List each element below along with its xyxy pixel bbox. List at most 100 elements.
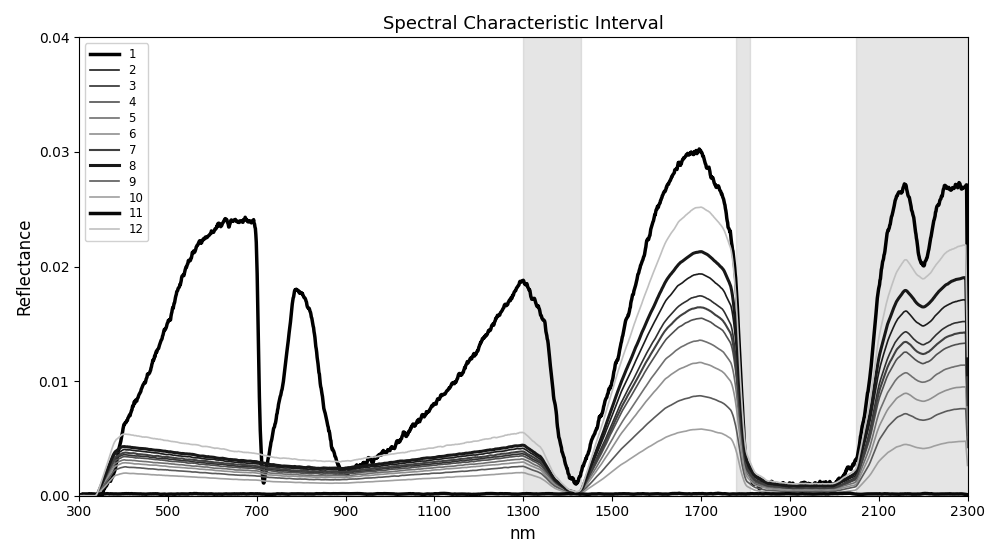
8: [121, 444, 133, 450]
2: [73, 492, 85, 499]
1: [962, 305, 974, 312]
8: [73, 492, 85, 499]
8: [93, 487, 105, 494]
Line: 6: 6: [79, 363, 968, 496]
3: [962, 396, 974, 402]
11: [607, 491, 619, 498]
4: [121, 454, 133, 460]
9: [93, 488, 105, 495]
4: [403, 465, 415, 472]
5: [694, 337, 706, 344]
7: [121, 449, 133, 456]
5: [73, 492, 85, 499]
9: [962, 444, 974, 451]
6: [607, 443, 619, 450]
5: [153, 459, 165, 466]
9: [607, 455, 619, 461]
6: [93, 489, 105, 496]
6: [962, 432, 974, 439]
10: [404, 476, 416, 483]
Bar: [736, 37, 750, 496]
7: [73, 492, 85, 499]
6: [695, 359, 707, 366]
9: [404, 472, 416, 478]
6: [403, 469, 415, 475]
3: [404, 463, 416, 469]
3: [694, 292, 706, 299]
5: [93, 488, 105, 494]
1: [73, 492, 85, 499]
6: [73, 492, 85, 499]
7: [403, 461, 415, 468]
12: [607, 385, 619, 392]
4: [607, 426, 619, 433]
9: [153, 466, 165, 473]
2: [93, 487, 105, 493]
7: [607, 422, 619, 429]
5: [962, 420, 974, 426]
9: [121, 464, 133, 470]
10: [73, 492, 85, 499]
1: [805, 481, 817, 488]
4: [73, 492, 85, 499]
12: [93, 485, 105, 492]
9: [79, 492, 91, 499]
2: [121, 446, 133, 453]
1: [404, 428, 416, 435]
10: [805, 489, 817, 496]
Bar: [523, 37, 581, 496]
1: [693, 146, 705, 152]
11: [962, 492, 974, 498]
7: [93, 488, 105, 494]
8: [152, 447, 164, 454]
4: [152, 456, 164, 463]
Title: Spectral Characteristic Interval: Spectral Characteristic Interval: [383, 15, 664, 33]
2: [607, 410, 619, 417]
11: [121, 490, 133, 497]
Line: 10: 10: [79, 429, 968, 496]
8: [607, 402, 619, 408]
12: [962, 353, 974, 360]
5: [607, 434, 619, 440]
11: [842, 490, 854, 497]
11: [804, 490, 816, 497]
Line: 8: 8: [79, 252, 968, 496]
1: [121, 417, 133, 424]
1: [153, 345, 165, 352]
10: [153, 472, 165, 478]
9: [694, 392, 706, 399]
7: [962, 402, 974, 408]
2: [962, 383, 974, 390]
3: [153, 455, 165, 461]
12: [73, 492, 85, 499]
3: [607, 417, 619, 424]
12: [805, 480, 817, 487]
3: [121, 452, 133, 459]
8: [962, 372, 974, 378]
Line: 4: 4: [79, 318, 968, 496]
12: [403, 448, 415, 455]
4: [695, 315, 707, 321]
9: [805, 488, 817, 495]
4: [962, 408, 974, 415]
10: [962, 462, 974, 469]
Bar: [856, 37, 968, 496]
1: [607, 371, 619, 378]
5: [74, 492, 86, 499]
Line: 3: 3: [79, 296, 968, 496]
2: [152, 450, 164, 456]
6: [805, 487, 817, 494]
Line: 9: 9: [79, 396, 968, 496]
10: [607, 467, 619, 474]
Line: 5: 5: [79, 340, 968, 496]
8: [403, 457, 415, 464]
1: [73, 492, 85, 499]
11: [152, 490, 164, 497]
X-axis label: nm: nm: [510, 525, 537, 543]
3: [805, 484, 817, 491]
10: [695, 426, 707, 432]
4: [805, 485, 817, 492]
12: [152, 436, 164, 442]
4: [93, 488, 105, 495]
2: [403, 459, 415, 466]
